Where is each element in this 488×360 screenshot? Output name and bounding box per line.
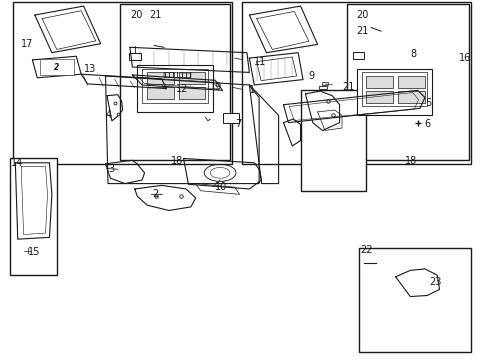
Text: 11: 11 bbox=[254, 57, 266, 67]
Bar bbox=[352, 51, 363, 59]
Text: 1: 1 bbox=[249, 85, 255, 95]
Bar bbox=[129, 53, 141, 60]
Bar bbox=[13, 3, 232, 164]
Text: 18: 18 bbox=[405, 156, 417, 166]
Bar bbox=[366, 263, 373, 273]
Circle shape bbox=[164, 95, 182, 108]
Text: 12: 12 bbox=[176, 84, 188, 94]
Text: 2: 2 bbox=[54, 63, 59, 72]
Bar bbox=[137, 65, 212, 112]
Text: 21: 21 bbox=[149, 10, 162, 20]
Bar bbox=[147, 87, 173, 99]
Circle shape bbox=[419, 287, 437, 300]
Bar bbox=[242, 3, 470, 164]
Text: 9: 9 bbox=[307, 71, 313, 81]
Bar bbox=[321, 82, 328, 85]
Text: 20: 20 bbox=[130, 10, 142, 20]
Text: 23: 23 bbox=[428, 277, 440, 287]
Text: 17: 17 bbox=[21, 39, 34, 49]
Bar bbox=[178, 87, 205, 99]
Text: 6: 6 bbox=[423, 120, 429, 129]
Bar bbox=[358, 248, 470, 352]
Text: 4: 4 bbox=[105, 111, 111, 121]
Bar bbox=[397, 91, 424, 103]
Text: 20: 20 bbox=[356, 10, 368, 20]
Text: 3: 3 bbox=[108, 164, 114, 174]
Text: 22: 22 bbox=[360, 245, 372, 255]
Text: 13: 13 bbox=[83, 64, 96, 74]
Bar bbox=[356, 69, 431, 116]
Circle shape bbox=[198, 107, 212, 117]
Text: 21: 21 bbox=[341, 82, 354, 92]
Circle shape bbox=[21, 246, 33, 255]
Text: 10: 10 bbox=[215, 182, 227, 192]
Text: 21: 21 bbox=[356, 26, 368, 36]
Bar bbox=[10, 158, 57, 275]
Circle shape bbox=[366, 23, 375, 31]
Bar bbox=[366, 76, 392, 88]
Bar bbox=[40, 59, 74, 75]
Bar bbox=[300, 90, 366, 191]
Text: 8: 8 bbox=[409, 49, 416, 59]
Circle shape bbox=[384, 98, 401, 111]
Bar bbox=[346, 4, 468, 160]
Bar bbox=[397, 76, 424, 88]
Circle shape bbox=[412, 119, 422, 126]
Bar bbox=[222, 113, 238, 123]
Bar bbox=[120, 4, 229, 160]
Ellipse shape bbox=[409, 275, 425, 291]
Text: 16: 16 bbox=[458, 53, 470, 63]
Text: 7: 7 bbox=[234, 120, 241, 129]
Text: 18: 18 bbox=[171, 156, 183, 166]
Text: 19: 19 bbox=[210, 82, 222, 92]
Bar bbox=[366, 91, 392, 103]
Circle shape bbox=[424, 290, 432, 296]
Text: 2: 2 bbox=[152, 189, 158, 199]
Ellipse shape bbox=[210, 167, 229, 178]
Text: 14: 14 bbox=[11, 158, 23, 168]
Circle shape bbox=[149, 41, 159, 48]
Bar bbox=[319, 86, 327, 89]
Bar bbox=[147, 72, 173, 84]
Text: 5: 5 bbox=[424, 98, 430, 108]
Ellipse shape bbox=[204, 164, 236, 181]
Bar bbox=[142, 69, 207, 103]
Text: 15: 15 bbox=[27, 247, 40, 257]
Bar bbox=[178, 72, 205, 84]
Bar bbox=[361, 72, 427, 107]
